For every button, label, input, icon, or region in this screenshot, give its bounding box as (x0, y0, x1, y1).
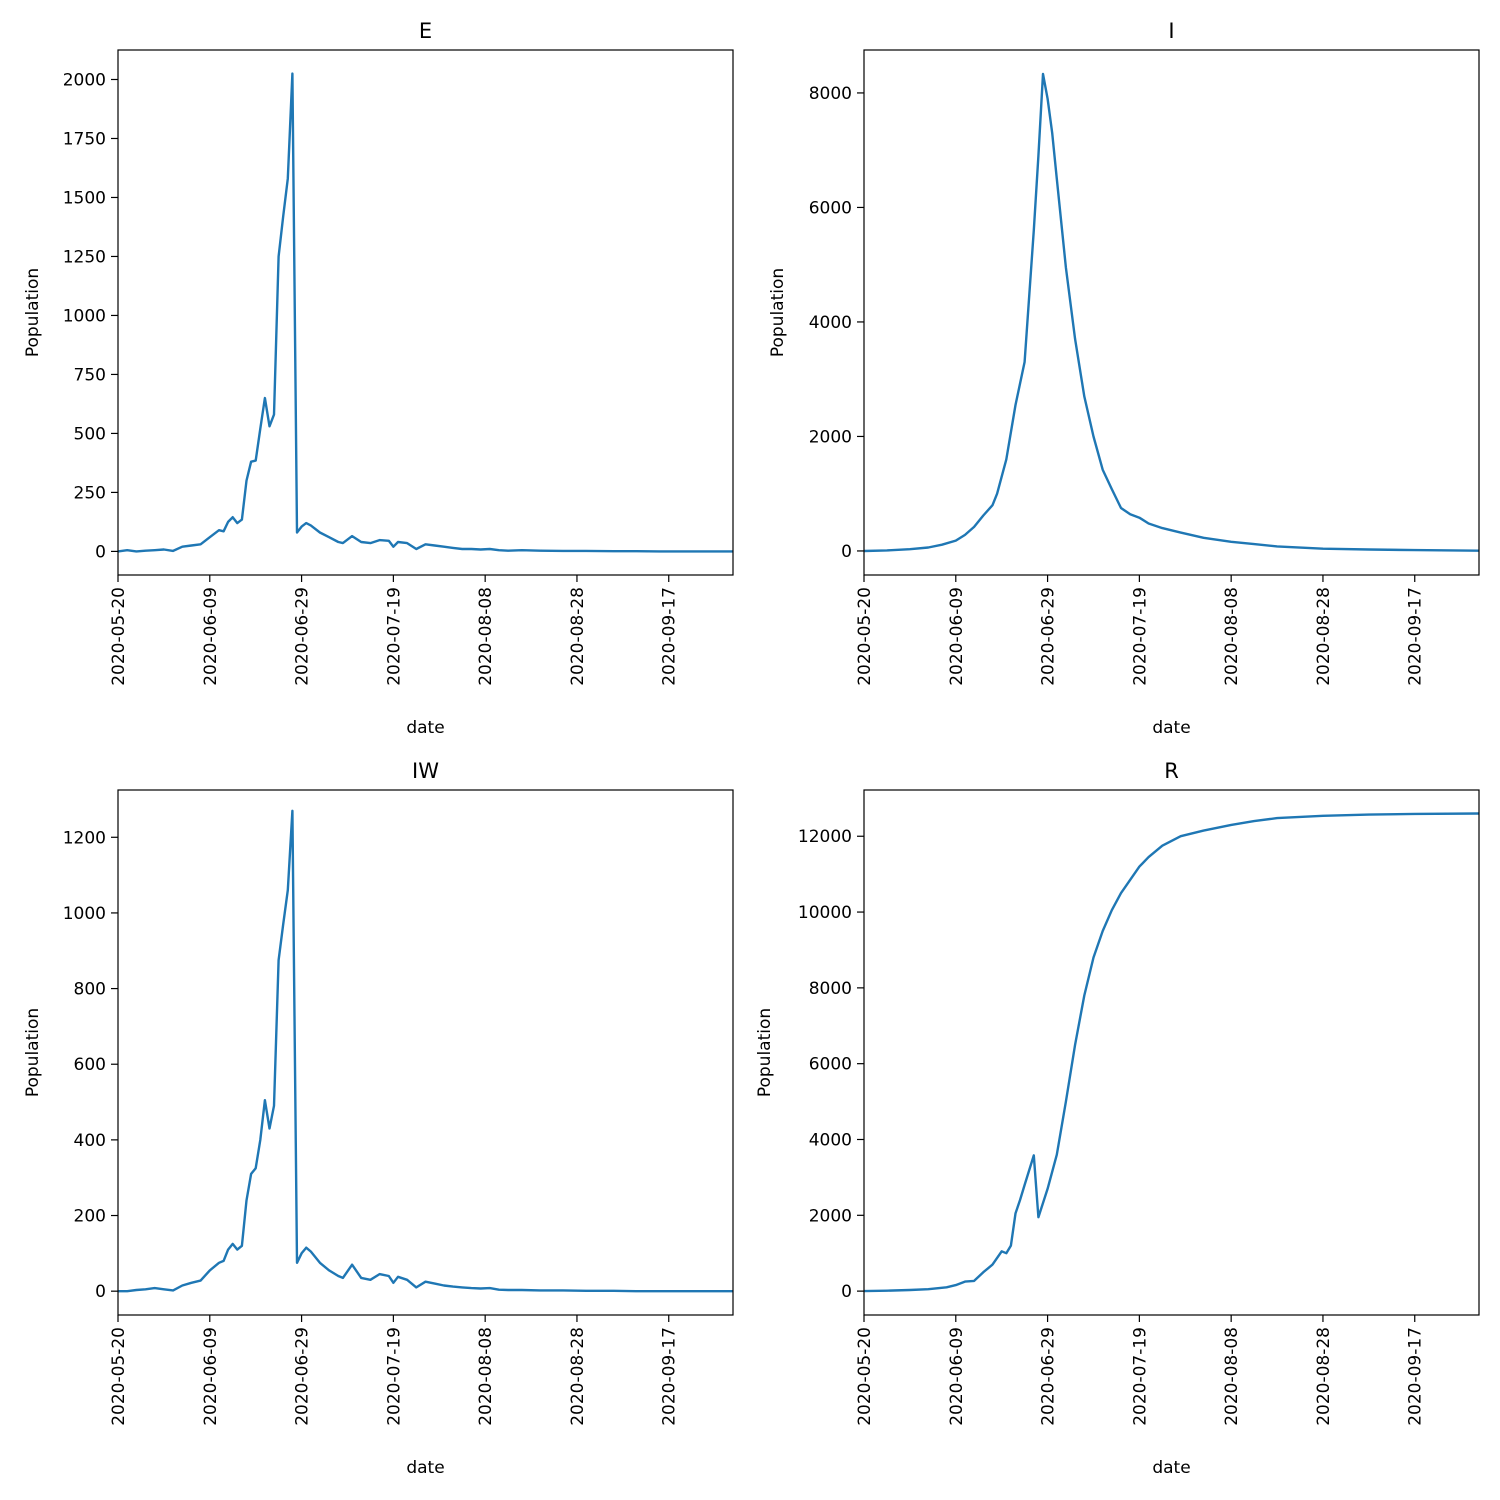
chart-panel-e: 0 250 500 750 1000 1250 1500 1750 2000 2020-05-20… (23, 19, 734, 738)
y-axis-label: Population (23, 1008, 43, 1097)
y-tick-label: 250 (74, 483, 106, 503)
y-tick-label: 2000 (809, 1206, 852, 1226)
y-tick-label: 500 (74, 424, 106, 444)
x-axis-label: date (406, 1458, 444, 1478)
y-tick-label: 400 (74, 1131, 106, 1151)
x-axis-label: date (1152, 1458, 1190, 1478)
x-tick-label: 2020-08-08 (1222, 1327, 1242, 1426)
data-line (117, 72, 733, 553)
x-tick-label: 2020-05-20 (109, 1327, 129, 1426)
x-tick-label: 2020-08-08 (1222, 587, 1242, 686)
y-axis-label: Population (755, 1008, 775, 1097)
x-tick-label: 2020-05-20 (855, 587, 875, 686)
x-tick-label: 2020-06-09 (201, 587, 221, 686)
x-tick-label: 2020-08-28 (568, 587, 588, 686)
x-tick-label: 2020-06-29 (1039, 587, 1059, 686)
y-tick-label: 1000 (63, 904, 106, 924)
y-tick-label: 0 (841, 542, 852, 562)
plot-frame (863, 49, 1480, 576)
y-tick-label: 8000 (809, 84, 852, 104)
x-tick-label: 2020-08-28 (1314, 1327, 1334, 1426)
y-tick-label: 10000 (798, 903, 852, 923)
x-tick-label: 2020-09-17 (660, 587, 680, 686)
y-axis-label: Population (23, 268, 43, 357)
x-tick-label: 2020-05-20 (855, 1327, 875, 1426)
x-tick-label: 2020-07-19 (1130, 1327, 1150, 1426)
x-tick-label: 2020-09-17 (1406, 1327, 1426, 1426)
x-tick-label: 2020-07-19 (384, 587, 404, 686)
y-tick-label: 0 (841, 1282, 852, 1302)
x-tick-label: 2020-06-09 (201, 1327, 221, 1426)
y-tick-label: 1200 (63, 828, 106, 848)
y-tick-label: 1750 (63, 129, 106, 149)
data-line (863, 812, 1480, 1293)
y-tick-label: 2000 (63, 70, 106, 90)
y-tick-label: 4000 (809, 1130, 852, 1150)
data-line (863, 72, 1480, 553)
chart-title: IW (412, 759, 439, 783)
chart-panel-i: 0 2000 4000 6000 8000 2020-05-20 2020-06-09 202… (768, 19, 1480, 738)
x-tick-label: 2020-08-08 (476, 1327, 496, 1426)
data-line (118, 809, 733, 1293)
y-tick-label: 2000 (809, 427, 852, 447)
x-tick-label: 2020-07-19 (384, 1327, 404, 1426)
y-tick-label: 12000 (798, 827, 852, 847)
x-tick-label: 2020-06-09 (947, 587, 967, 686)
chart-title: R (1164, 759, 1179, 783)
y-axis-label: Population (768, 268, 788, 357)
chart-title: I (1168, 19, 1174, 43)
x-tick-label: 2020-09-17 (660, 1327, 680, 1426)
y-tick-label: 1500 (63, 188, 106, 208)
y-tick-label: 0 (95, 542, 106, 562)
x-tick-label: 2020-07-19 (1130, 587, 1150, 686)
x-axis-label: date (1152, 718, 1190, 738)
x-tick-label: 2020-05-20 (109, 587, 129, 686)
x-tick-label: 2020-06-29 (293, 587, 313, 686)
y-tick-label: 800 (74, 980, 106, 1000)
x-tick-label: 2020-06-29 (293, 1327, 313, 1426)
y-tick-label: 1250 (63, 247, 106, 267)
y-tick-label: 200 (74, 1207, 106, 1227)
y-tick-label: 750 (74, 365, 106, 385)
x-tick-label: 2020-06-09 (947, 1327, 967, 1426)
plot-frame (863, 789, 1480, 1316)
y-tick-label: 8000 (809, 979, 852, 999)
x-tick-label: 2020-08-28 (1314, 587, 1334, 686)
x-tick-label: 2020-06-29 (1039, 1327, 1059, 1426)
x-tick-label: 2020-08-08 (476, 587, 496, 686)
chart-title: E (419, 19, 432, 43)
plot-frame (117, 789, 734, 1316)
y-tick-label: 0 (95, 1282, 106, 1302)
chart-panel-r: 0 2000 4000 6000 8000 10000 12000 2020-05-20 202… (755, 759, 1480, 1478)
x-axis-label: date (406, 718, 444, 738)
y-tick-label: 6000 (809, 1055, 852, 1075)
plot-frame (117, 49, 734, 576)
y-tick-label: 6000 (809, 198, 852, 218)
x-tick-label: 2020-09-17 (1406, 587, 1426, 686)
y-tick-label: 1000 (63, 306, 106, 326)
y-tick-label: 600 (74, 1055, 106, 1075)
chart-panel-iw: 0 200 400 600 800 1000 1200 2020-05-20 2020-06-0… (23, 759, 734, 1478)
x-tick-label: 2020-08-28 (568, 1327, 588, 1426)
y-tick-label: 4000 (809, 313, 852, 333)
